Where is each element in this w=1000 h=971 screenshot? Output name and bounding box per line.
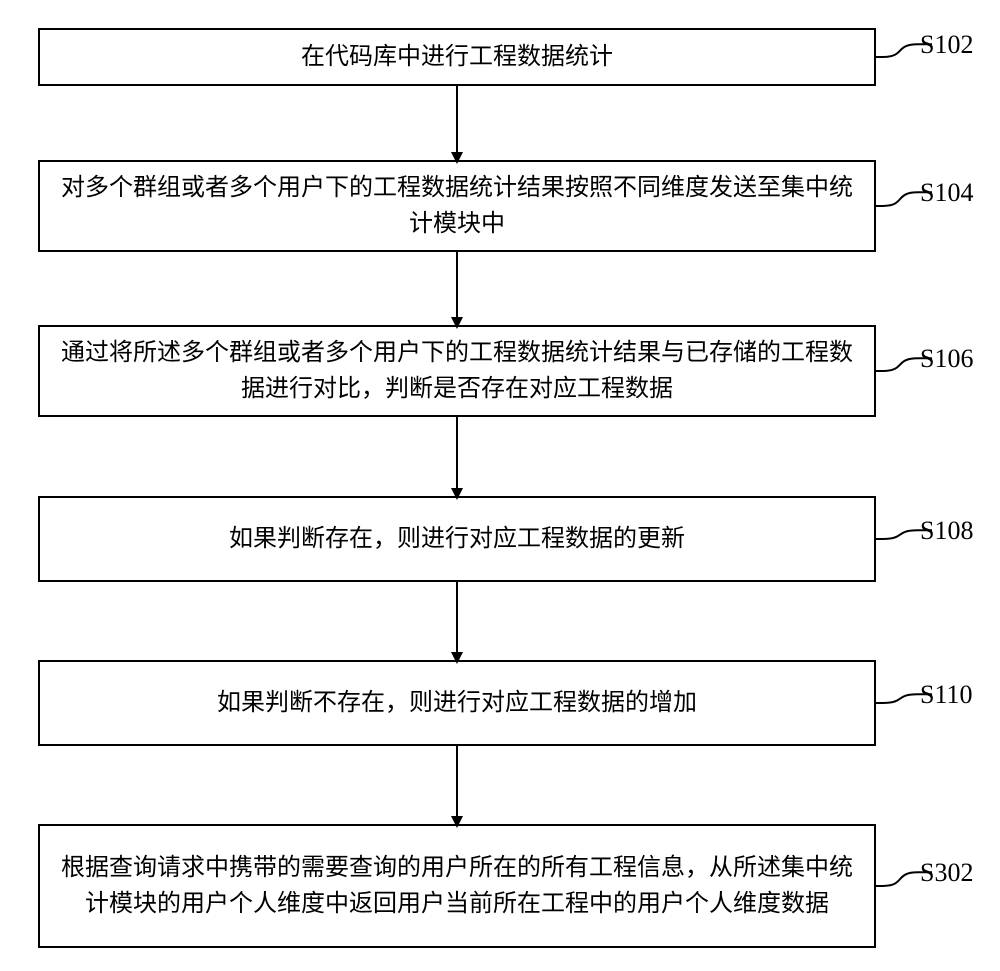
flow-step-text: 对多个群组或者多个用户下的工程数据统计结果按照不同维度发送至集中统计模块中 [52, 170, 862, 242]
flow-step-label-S108: S108 [920, 516, 973, 546]
flow-step-S302: 根据查询请求中携带的需要查询的用户所在的所有工程信息，从所述集中统计模块的用户个… [38, 824, 876, 948]
flow-step-S108: 如果判断存在，则进行对应工程数据的更新 [38, 496, 876, 582]
flow-step-text: 根据查询请求中携带的需要查询的用户所在的所有工程信息，从所述集中统计模块的用户个… [52, 850, 862, 922]
flow-step-S104: 对多个群组或者多个用户下的工程数据统计结果按照不同维度发送至集中统计模块中 [38, 160, 876, 252]
flow-step-text: 如果判断存在，则进行对应工程数据的更新 [229, 521, 685, 557]
flow-step-S102: 在代码库中进行工程数据统计 [38, 28, 876, 86]
flow-step-label-S102: S102 [920, 30, 973, 60]
flow-step-text: 如果判断不存在，则进行对应工程数据的增加 [217, 685, 697, 721]
flow-step-S110: 如果判断不存在，则进行对应工程数据的增加 [38, 660, 876, 746]
flow-step-label-S106: S106 [920, 344, 973, 374]
flow-step-label-S302: S302 [920, 858, 973, 888]
flow-step-label-S110: S110 [920, 680, 973, 710]
flow-step-label-S104: S104 [920, 178, 973, 208]
flow-step-text: 通过将所述多个群组或者多个用户下的工程数据统计结果与已存储的工程数据进行对比，判… [52, 335, 862, 407]
flow-step-text: 在代码库中进行工程数据统计 [301, 39, 613, 75]
flow-step-S106: 通过将所述多个群组或者多个用户下的工程数据统计结果与已存储的工程数据进行对比，判… [38, 325, 876, 417]
